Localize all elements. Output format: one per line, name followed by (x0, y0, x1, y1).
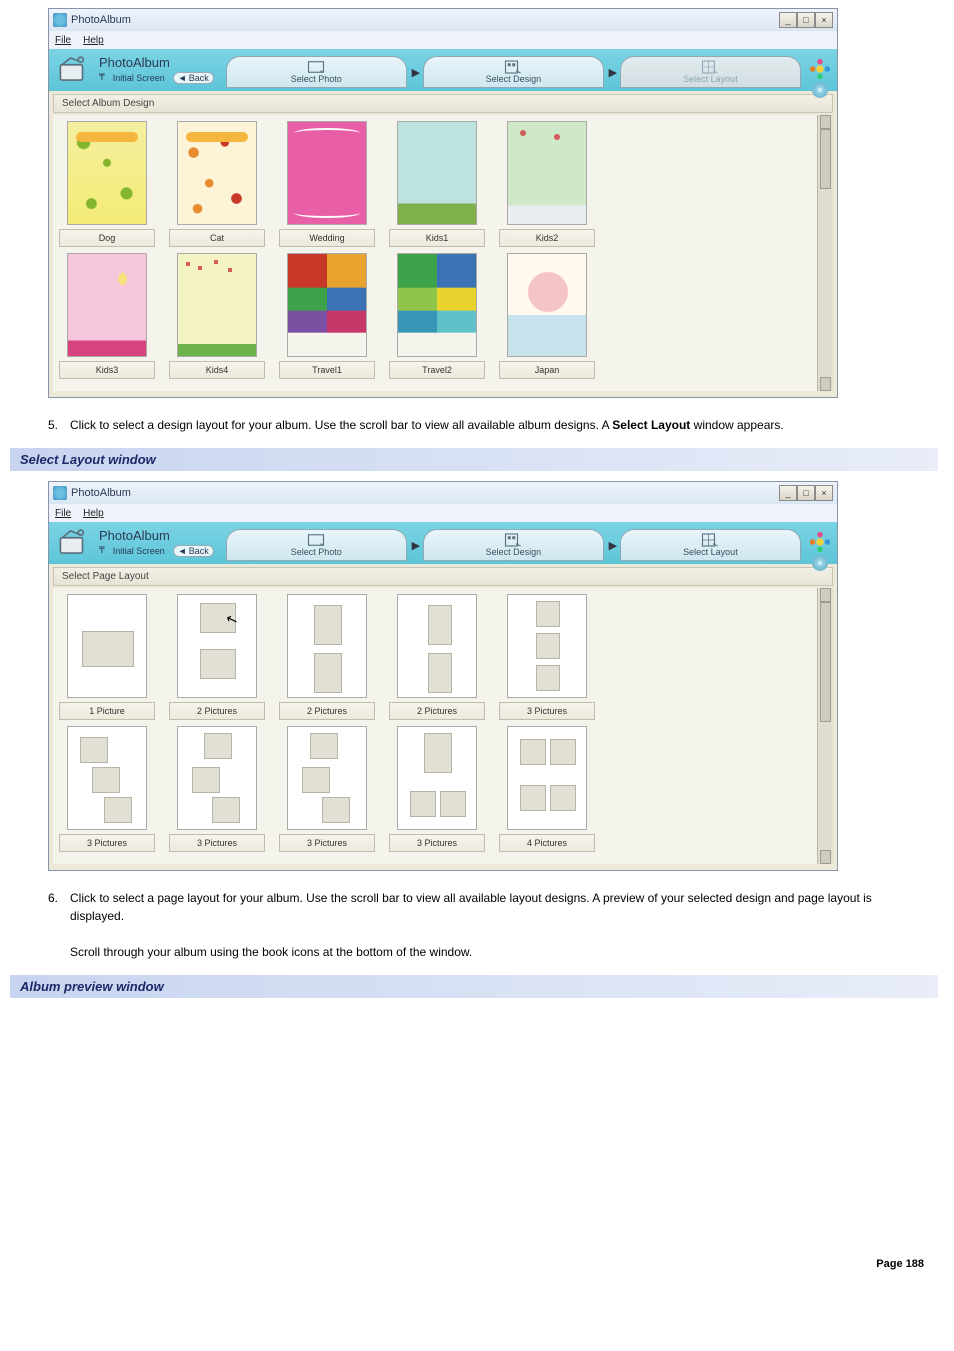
scrollbar[interactable] (817, 115, 833, 391)
layout-grid: 1 Picture ↖ 2 Pictures 2 Pictures 2 Pict… (53, 588, 833, 864)
thumb-label: 3 Pictures (389, 834, 485, 852)
layout-thumb[interactable]: 3 Pictures (169, 726, 265, 852)
layout-thumb[interactable]: 2 Pictures (279, 594, 375, 720)
thumb-label: Japan (499, 361, 595, 379)
layout-thumb[interactable]: 4 Pictures (499, 726, 595, 852)
thumb-label: 3 Pictures (499, 702, 595, 720)
thumb-label: Kids4 (169, 361, 265, 379)
panel-close-icon[interactable]: × (812, 555, 828, 571)
close-button[interactable]: × (815, 12, 833, 28)
header-band: PhotoAlbum ₸ Initial Screen ◄ Back Selec… (49, 522, 837, 564)
minimize-button[interactable]: _ (779, 485, 797, 501)
design-thumb[interactable]: Kids3 (59, 253, 155, 379)
thumb-label: 3 Pictures (279, 834, 375, 852)
window-title: PhotoAlbum (71, 487, 131, 499)
thumb-label: 3 Pictures (169, 834, 265, 852)
menubar: File Help (49, 504, 837, 522)
header-band: PhotoAlbum ₸ Initial Screen ◄ Back Selec… (49, 49, 837, 91)
design-thumb[interactable]: Kids4 (169, 253, 265, 379)
thumb-label: Wedding (279, 229, 375, 247)
menu-help[interactable]: Help (83, 508, 104, 519)
thumb-label: Dog (59, 229, 155, 247)
thumb-label: Travel1 (279, 361, 375, 379)
app-icon (53, 13, 67, 27)
layout-thumb[interactable]: 2 Pictures (389, 594, 485, 720)
step-select-layout: Select Layout (620, 56, 801, 88)
help-flower-icon[interactable] (809, 58, 831, 80)
photoalbum-logo-icon (55, 525, 93, 559)
logo-text: PhotoAlbum (99, 528, 214, 543)
thumb-label: Kids1 (389, 229, 485, 247)
back-button[interactable]: ◄ Back (173, 72, 214, 84)
step-select-design[interactable]: Select Design (423, 529, 604, 561)
titlebar[interactable]: PhotoAlbum _ □ × (49, 9, 837, 31)
initial-screen-link[interactable]: Initial Screen (113, 546, 165, 556)
layout-window: PhotoAlbum _ □ × File Help PhotoAlbum ₸ … (48, 481, 838, 871)
arrow-icon: ▶ (411, 539, 421, 552)
thumb-label: Cat (169, 229, 265, 247)
arrow-icon: ▶ (608, 66, 618, 79)
close-button[interactable]: × (815, 485, 833, 501)
design-thumb[interactable]: Cat (169, 121, 265, 247)
layout-thumb[interactable]: 3 Pictures (59, 726, 155, 852)
design-thumb[interactable]: Japan (499, 253, 595, 379)
thumb-label: Kids3 (59, 361, 155, 379)
logo-text: PhotoAlbum (99, 55, 214, 70)
initial-screen-link[interactable]: Initial Screen (113, 73, 165, 83)
step-select-photo[interactable]: Select Photo (226, 529, 407, 561)
design-thumb[interactable]: Kids1 (389, 121, 485, 247)
thumb-label: 1 Picture (59, 702, 155, 720)
panel-close-icon[interactable]: × (812, 82, 828, 98)
thumb-label: 2 Pictures (169, 702, 265, 720)
design-thumb[interactable]: Travel2 (389, 253, 485, 379)
thumb-label: Travel2 (389, 361, 485, 379)
text-pointer-icon: ₸ (99, 72, 105, 83)
heading-select-layout: Select Layout window (10, 448, 938, 471)
app-icon (53, 486, 67, 500)
arrow-icon: ▶ (411, 66, 421, 79)
heading-album-preview: Album preview window (10, 975, 938, 998)
design-grid: Dog Cat Wedding Kids1 Kids2 Kids3 Kids4 … (53, 115, 833, 391)
arrow-icon: ▶ (608, 539, 618, 552)
menu-file[interactable]: File (55, 35, 71, 46)
maximize-button[interactable]: □ (797, 485, 815, 501)
thumb-label: 2 Pictures (389, 702, 485, 720)
step-5: 5. Click to select a design layout for y… (48, 416, 944, 434)
menubar: File Help (49, 31, 837, 49)
step-select-photo[interactable]: Select Photo (226, 56, 407, 88)
minimize-button[interactable]: _ (779, 12, 797, 28)
help-flower-icon[interactable] (809, 531, 831, 553)
maximize-button[interactable]: □ (797, 12, 815, 28)
window-title: PhotoAlbum (71, 14, 131, 26)
photoalbum-logo-icon (55, 52, 93, 86)
layout-thumb[interactable]: ↖ 2 Pictures (169, 594, 265, 720)
section-title: Select Album Design (53, 94, 833, 113)
design-thumb[interactable]: Travel1 (279, 253, 375, 379)
step-select-layout[interactable]: Select Layout (620, 529, 801, 561)
menu-file[interactable]: File (55, 508, 71, 519)
layout-thumb[interactable]: 1 Picture (59, 594, 155, 720)
thumb-label: Kids2 (499, 229, 595, 247)
titlebar[interactable]: PhotoAlbum _ □ × (49, 482, 837, 504)
thumb-label: 2 Pictures (279, 702, 375, 720)
thumb-label: 4 Pictures (499, 834, 595, 852)
thumb-label: 3 Pictures (59, 834, 155, 852)
scrollbar[interactable] (817, 588, 833, 864)
section-title: Select Page Layout (53, 567, 833, 586)
page-footer: Page 188 (10, 1258, 944, 1270)
step-select-design[interactable]: Select Design (423, 56, 604, 88)
layout-thumb[interactable]: 3 Pictures (499, 594, 595, 720)
step-6: 6. Click to select a page layout for you… (48, 889, 944, 961)
design-thumb[interactable]: Kids2 (499, 121, 595, 247)
text-pointer-icon: ₸ (99, 545, 105, 556)
layout-thumb[interactable]: 3 Pictures (389, 726, 485, 852)
design-window: PhotoAlbum _ □ × File Help PhotoAlbum ₸ … (48, 8, 838, 398)
back-button[interactable]: ◄ Back (173, 545, 214, 557)
design-thumb[interactable]: Wedding (279, 121, 375, 247)
layout-thumb[interactable]: 3 Pictures (279, 726, 375, 852)
menu-help[interactable]: Help (83, 35, 104, 46)
design-thumb[interactable]: Dog (59, 121, 155, 247)
